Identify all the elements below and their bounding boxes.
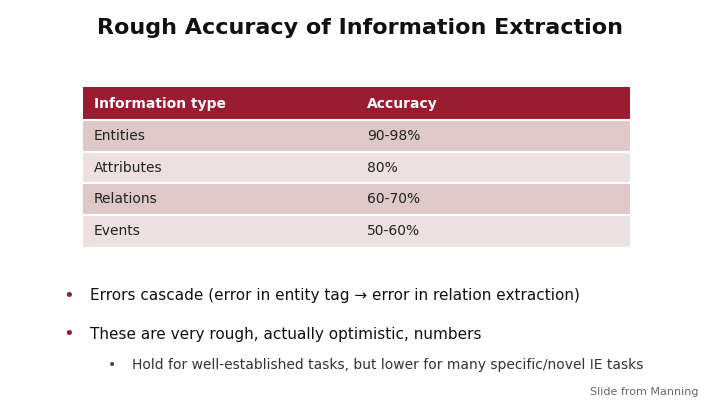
Text: Entities: Entities bbox=[94, 129, 145, 143]
Text: Events: Events bbox=[94, 224, 140, 238]
Text: •: • bbox=[107, 358, 116, 371]
Text: 50-60%: 50-60% bbox=[367, 224, 420, 238]
Text: Errors cascade (error in entity tag → error in relation extraction): Errors cascade (error in entity tag → er… bbox=[90, 288, 580, 303]
Text: These are very rough, actually optimistic, numbers: These are very rough, actually optimisti… bbox=[90, 326, 482, 342]
Text: Relations: Relations bbox=[94, 192, 158, 206]
Bar bbox=[83, 215, 630, 247]
Text: Information type: Information type bbox=[94, 97, 225, 111]
Bar bbox=[83, 87, 630, 120]
Text: •: • bbox=[63, 287, 73, 305]
Bar bbox=[83, 152, 630, 183]
Text: •: • bbox=[63, 325, 73, 343]
Text: Accuracy: Accuracy bbox=[367, 97, 438, 111]
Text: Attributes: Attributes bbox=[94, 161, 162, 175]
Text: 90-98%: 90-98% bbox=[367, 129, 420, 143]
Bar bbox=[83, 183, 630, 215]
Text: 80%: 80% bbox=[367, 161, 398, 175]
Bar bbox=[83, 120, 630, 152]
Text: Hold for well-established tasks, but lower for many specific/novel IE tasks: Hold for well-established tasks, but low… bbox=[132, 358, 643, 371]
Text: 60-70%: 60-70% bbox=[367, 192, 420, 206]
Text: Rough Accuracy of Information Extraction: Rough Accuracy of Information Extraction bbox=[97, 18, 623, 38]
Text: Slide from Manning: Slide from Manning bbox=[590, 387, 698, 397]
